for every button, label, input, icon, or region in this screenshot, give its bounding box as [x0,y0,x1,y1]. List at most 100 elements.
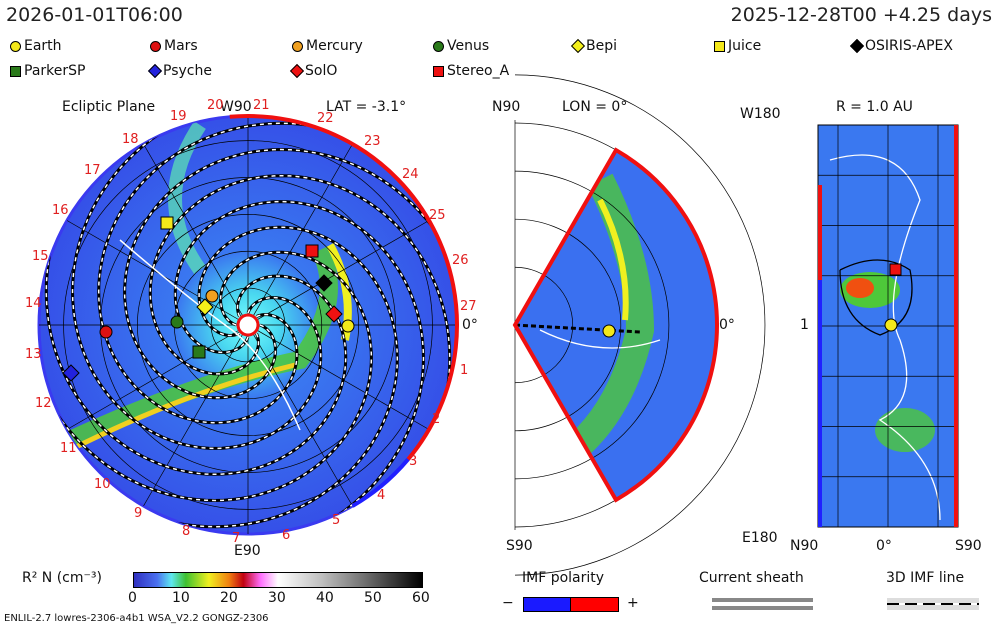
square-marker-icon [433,65,444,77]
meridional-grid-arc [514,170,670,480]
imf-spiral-line [39,181,373,503]
legend-label: Bepi [586,38,617,54]
meridional-boundary [512,147,719,503]
hour-label: 5 [332,513,341,528]
colorbar-label: R² N (cm⁻³) [22,570,102,586]
hour-label: 10 [94,477,111,492]
imf-spiral-line [44,116,348,476]
imf-minus: − [502,595,514,611]
legend-label: ParkerSP [24,63,86,79]
lat-label: LAT = -3.1° [326,99,407,115]
hour-label: 1 [460,363,469,378]
hour-label: 7 [232,531,241,546]
legend-item-psyche: Psyche [147,63,212,79]
earth-marker-meridional [602,324,616,338]
hour-label: 8 [182,524,191,539]
stereo_a-marker [305,244,319,258]
radial-cme-contour [839,259,913,336]
mercury-marker [205,289,219,303]
angle-grid-line [247,220,430,326]
legend-label: Mars [164,38,198,54]
legend-label: Psyche [163,63,212,79]
colorbar-tick: 30 [268,590,286,606]
n90-x-label: N90 [790,538,819,554]
hour-label: 26 [452,253,469,268]
hour-label: 18 [122,132,139,147]
legend-label: Juice [728,38,762,54]
run-time: 2025-12-28T00 +4.25 days [730,4,992,26]
cme-front [66,245,338,449]
model-time: 2026-01-01T06:00 [6,4,183,26]
hour-label: 11 [60,441,77,456]
e180-label: E180 [742,530,778,546]
s90-label: S90 [506,538,533,554]
polarity-arc-positive [229,114,459,461]
imf-line-title: 3D IMF line [886,570,965,586]
n90-label: N90 [492,99,521,115]
imf-negative-swatch [523,597,572,612]
angle-grid-line [247,143,353,326]
current-sheath-title: Current sheath [699,570,804,586]
hour-label: 23 [364,134,381,149]
hour-label: 3 [409,454,418,469]
legend-item-osiris-apex: OSIRIS-APEX [849,38,953,54]
square-marker-icon [10,65,21,77]
imf-plus: + [627,595,639,611]
legend-item-juice: Juice [714,38,761,54]
lon-label: LON = 0° [562,99,628,115]
legend-item-venus: Venus [433,38,489,54]
stereo_a-marker-radial [889,263,902,276]
current-sheath-line-1 [712,598,813,602]
current-sheath-line [119,239,301,431]
hour-label: 17 [84,163,101,178]
meridional-imf-line [515,323,641,334]
legend-item-stereo_a: Stereo_A [433,63,509,79]
e90-label: E90 [234,543,261,559]
ecliptic-0-label: 0° [462,317,478,333]
colorbar-tick: 0 [128,590,137,606]
hour-label: 19 [170,109,187,124]
meridional-grid-arc [514,266,573,384]
imf-positive-swatch [570,597,619,612]
angle-grid-line [247,324,353,507]
legend-label: Mercury [306,38,363,54]
circle-marker-icon [433,40,444,52]
colorbar-tick: 40 [316,590,334,606]
hour-label: 16 [52,203,69,218]
meridional-features [515,150,718,500]
legend-label: OSIRIS-APEX [865,38,953,54]
sun-icon [236,313,260,337]
legend-item-parkersp: ParkerSP [10,63,85,79]
hour-label: 21 [253,98,270,113]
imf-polarity-title: IMF polarity [522,570,605,586]
legend-label: Earth [24,38,62,54]
imf-spiral-line [70,116,392,450]
parkersp-marker [192,345,206,359]
meridional-cme-core [597,198,629,321]
mars-marker [99,325,113,339]
hour-label: 9 [134,506,143,521]
hour-label: 4 [377,488,386,503]
w180-label: W180 [740,106,781,122]
legend-item-bepi: Bepi [570,38,617,54]
s90-x-label: S90 [955,538,982,554]
ecliptic-title: Ecliptic Plane [62,99,156,115]
meridional-density [515,150,718,500]
radial-stream [875,408,935,452]
radial-sheath [829,154,941,521]
juice-marker [160,216,174,230]
model-footer: ENLIL-2.7 lowres-2306-a4b1 WSA_V2.2 GONG… [4,613,269,624]
hour-label: 27 [460,299,477,314]
hour-label: 24 [402,167,419,182]
earth-marker-radial [884,318,898,332]
colorbar-tick: 20 [220,590,238,606]
colorbar-tick: 60 [412,590,430,606]
hour-label: 13 [25,347,42,362]
square-marker-icon [714,40,725,52]
meridional-grid-arc [514,74,766,576]
colorbar-tick: 50 [364,590,382,606]
legend-item-solo: SolO [289,63,337,79]
colorbar-tick: 10 [172,590,190,606]
angle-grid-line [66,324,249,430]
